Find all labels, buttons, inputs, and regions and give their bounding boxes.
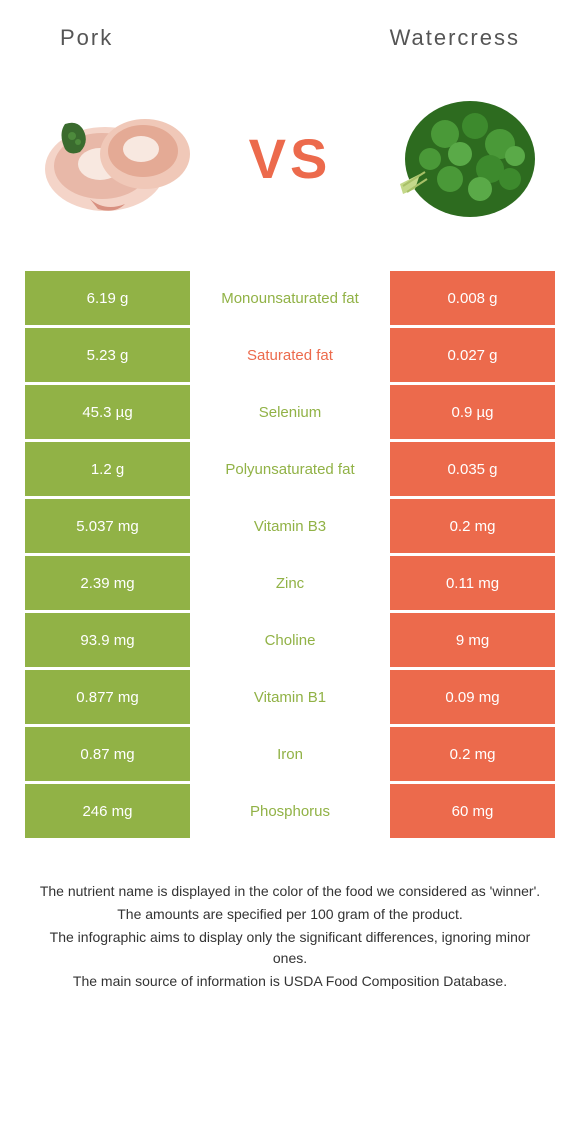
nutrient-label-cell: Choline — [190, 613, 390, 667]
footer-line-3: The infographic aims to display only the… — [35, 927, 545, 969]
nutrient-row: 0.87 mgIron0.2 mg — [25, 727, 555, 781]
left-value-cell: 6.19 g — [25, 271, 190, 325]
left-value-cell: 45.3 µg — [25, 385, 190, 439]
nutrient-row: 2.39 mgZinc0.11 mg — [25, 556, 555, 610]
nutrient-row: 246 mgPhosphorus60 mg — [25, 784, 555, 838]
footer-line-2: The amounts are specified per 100 gram o… — [35, 904, 545, 925]
left-value-cell: 0.877 mg — [25, 670, 190, 724]
left-value-cell: 5.23 g — [25, 328, 190, 382]
left-value-cell: 246 mg — [25, 784, 190, 838]
left-value-cell: 2.39 mg — [25, 556, 190, 610]
right-value-cell: 0.11 mg — [390, 556, 555, 610]
nutrient-label-cell: Vitamin B3 — [190, 499, 390, 553]
right-value-cell: 0.2 mg — [390, 499, 555, 553]
nutrient-label-cell: Saturated fat — [190, 328, 390, 382]
nutrient-label-cell: Iron — [190, 727, 390, 781]
left-value-cell: 1.2 g — [25, 442, 190, 496]
nutrient-label-cell: Selenium — [190, 385, 390, 439]
right-value-cell: 0.008 g — [390, 271, 555, 325]
pork-image — [30, 84, 210, 234]
right-value-cell: 0.027 g — [390, 328, 555, 382]
right-value-cell: 0.09 mg — [390, 670, 555, 724]
left-food-title: Pork — [60, 25, 113, 51]
nutrient-label-cell: Vitamin B1 — [190, 670, 390, 724]
nutrient-row: 6.19 gMonounsaturated fat0.008 g — [25, 271, 555, 325]
vs-section: VS — [0, 61, 580, 271]
nutrient-row: 45.3 µgSelenium0.9 µg — [25, 385, 555, 439]
right-value-cell: 0.2 mg — [390, 727, 555, 781]
left-value-cell: 5.037 mg — [25, 499, 190, 553]
right-value-cell: 0.035 g — [390, 442, 555, 496]
watercress-image — [370, 84, 550, 234]
nutrient-label-cell: Phosphorus — [190, 784, 390, 838]
left-value-cell: 93.9 mg — [25, 613, 190, 667]
right-value-cell: 9 mg — [390, 613, 555, 667]
header: Pork Watercress — [0, 0, 580, 61]
right-value-cell: 0.9 µg — [390, 385, 555, 439]
nutrient-row: 0.877 mgVitamin B10.09 mg — [25, 670, 555, 724]
right-food-title: Watercress — [390, 25, 520, 51]
nutrient-label-cell: Zinc — [190, 556, 390, 610]
footer-line-1: The nutrient name is displayed in the co… — [35, 881, 545, 902]
footer-notes: The nutrient name is displayed in the co… — [0, 841, 580, 1014]
nutrient-row: 93.9 mgCholine9 mg — [25, 613, 555, 667]
nutrient-label-cell: Polyunsaturated fat — [190, 442, 390, 496]
nutrient-label-cell: Monounsaturated fat — [190, 271, 390, 325]
nutrient-row: 1.2 gPolyunsaturated fat0.035 g — [25, 442, 555, 496]
nutrient-row: 5.23 gSaturated fat0.027 g — [25, 328, 555, 382]
left-value-cell: 0.87 mg — [25, 727, 190, 781]
vs-label: VS — [249, 126, 332, 191]
right-value-cell: 60 mg — [390, 784, 555, 838]
nutrient-table: 6.19 gMonounsaturated fat0.008 g5.23 gSa… — [0, 271, 580, 838]
footer-line-4: The main source of information is USDA F… — [35, 971, 545, 992]
nutrient-row: 5.037 mgVitamin B30.2 mg — [25, 499, 555, 553]
